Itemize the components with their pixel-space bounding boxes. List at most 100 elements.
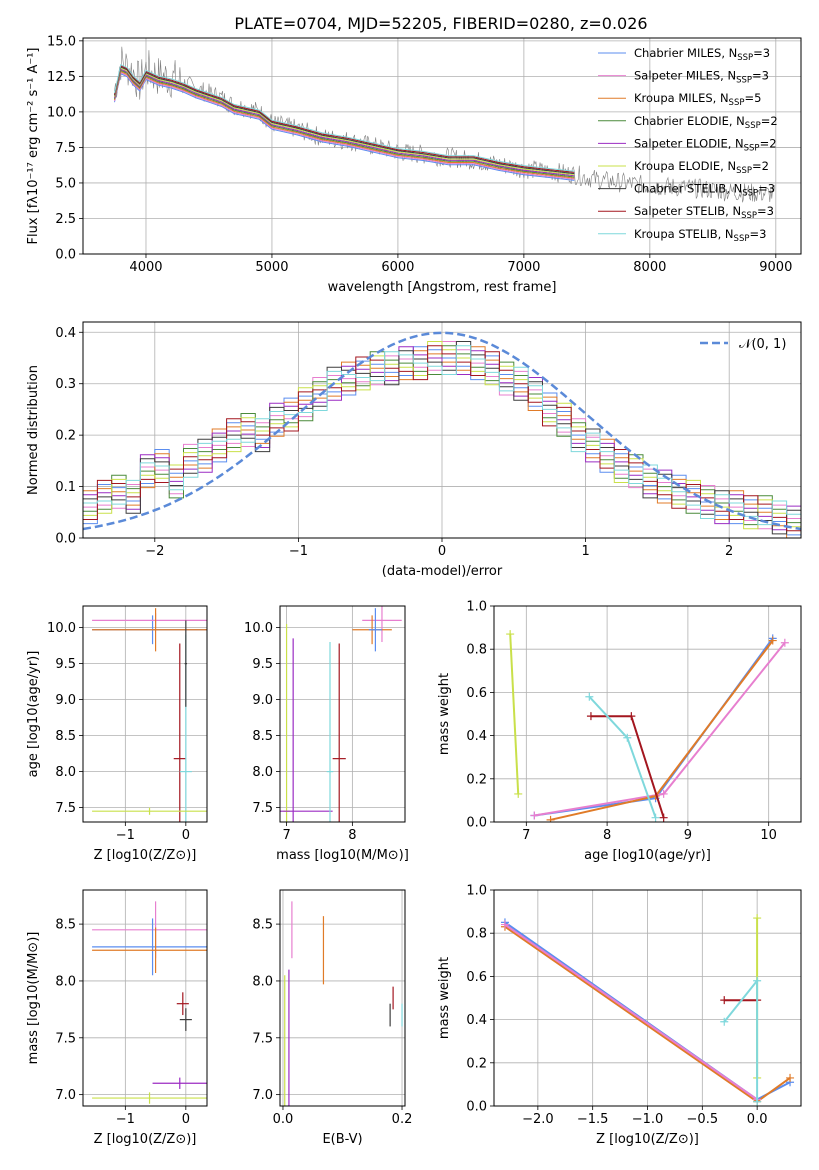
y-tick-label: 0.8 — [466, 927, 487, 942]
x-axis-label: Z [log10(Z/Z⊙)] — [94, 1132, 197, 1147]
y-axis-label: mass weight — [437, 957, 452, 1039]
weight-marker — [546, 815, 555, 822]
plot-area-weight-vs-age — [506, 630, 789, 822]
x-tick-label: 0 — [438, 544, 446, 559]
x-tick-label: −2.0 — [522, 1112, 554, 1127]
y-tick-label: 5.0 — [55, 176, 76, 191]
x-tick-label: −1.0 — [632, 1112, 664, 1127]
y-tick-label: 8.0 — [252, 974, 273, 989]
axes-frame — [279, 605, 406, 823]
x-tick-label: 4000 — [129, 260, 162, 275]
plot-area-residuals — [83, 331, 801, 538]
y-tick-label: 12.5 — [47, 70, 76, 85]
y-tick-label: 7.5 — [252, 801, 273, 816]
weight-marker — [585, 692, 594, 701]
y-axis-label: Normed distribution — [26, 365, 41, 495]
panel-mass-vs-Z: −1 0 7.0 7.5 8.0 8.5 Z [log10(Z/Z⊙)] mass [log1… — [26, 889, 208, 1147]
y-tick-label: 8.5 — [252, 918, 273, 933]
x-axis-label: Z [log10(Z/Z⊙)] — [94, 848, 197, 863]
x-tick-label: 0 — [182, 828, 190, 843]
y-tick-label: 7.0 — [55, 1088, 76, 1103]
panel-spectrum: Chabrier MILES, NSSP=3 Salpeter MILES, NS… — [26, 34, 802, 295]
x-axis-label: age [log10(age/yr)] — [584, 848, 711, 863]
y-tick-label: 0.3 — [55, 377, 76, 392]
plot-area-weight-vs-Z — [500, 914, 795, 1106]
y-tick-label: 9.5 — [55, 657, 76, 672]
weight-line — [504, 923, 758, 1101]
y-tick-label: 8.0 — [55, 974, 76, 989]
y-tick-label: 9.5 — [252, 657, 273, 672]
weight-line — [550, 639, 774, 821]
x-tick-label: 2 — [725, 544, 733, 559]
x-tick-label: 0 — [182, 1112, 190, 1127]
y-tick-label: 8.5 — [55, 729, 76, 744]
weight-marker — [753, 1097, 762, 1106]
y-tick-label: 7.5 — [55, 801, 76, 816]
y-tick-label: 1.0 — [466, 884, 487, 899]
plot-area-age-vs-mass — [280, 606, 402, 822]
weight-marker — [768, 636, 777, 645]
weight-marker — [586, 712, 595, 721]
weight-marker — [514, 789, 523, 798]
y-tick-label: 7.5 — [252, 1031, 273, 1046]
y-tick-label: 0.2 — [55, 429, 76, 444]
model-spectrum-line — [114, 63, 575, 172]
panel-mass-vs-ebv: 0.0 0.2 7.0 7.5 8.0 8.5 E(B-V) — [252, 889, 412, 1147]
y-tick-label: 8.5 — [55, 918, 76, 933]
y-tick-label: 0.4 — [466, 729, 487, 744]
y-tick-label: 1.0 — [466, 600, 487, 615]
y-axis-label: Flux [fλ10⁻¹⁷ erg cm⁻² s⁻¹ A⁻¹] — [26, 48, 41, 245]
y-tick-label: 0.8 — [466, 643, 487, 658]
plot-area-mass-vs-Z — [92, 901, 207, 1104]
x-tick-label: −1 — [116, 828, 135, 843]
y-tick-label: 9.0 — [252, 693, 273, 708]
legend-entry: Kroupa MILES, NSSP=5 — [634, 91, 761, 108]
x-axis-label: E(B-V) — [322, 1132, 362, 1147]
model-spectrum-line — [114, 67, 575, 176]
axes-frame — [493, 605, 802, 823]
weight-marker — [720, 996, 729, 1005]
y-tick-label: 0.4 — [466, 1013, 487, 1028]
y-tick-label: 15.0 — [47, 34, 76, 49]
y-tick-label: 0.0 — [55, 532, 76, 547]
y-tick-label: 7.5 — [55, 141, 76, 156]
y-tick-label: 7.0 — [252, 1088, 273, 1103]
y-tick-label: 0.0 — [466, 816, 487, 831]
x-axis-label: (data-model)/error — [382, 564, 503, 579]
weight-marker — [506, 630, 515, 639]
x-tick-label: 8 — [603, 828, 611, 843]
y-tick-label: 0.6 — [466, 970, 487, 985]
weight-marker — [530, 811, 539, 820]
x-tick-label: 10 — [760, 828, 777, 843]
model-spectrum-line — [114, 73, 575, 181]
y-tick-label: 10.0 — [244, 621, 273, 636]
weight-line — [509, 634, 520, 794]
weight-marker — [659, 813, 668, 822]
weight-marker — [623, 733, 632, 742]
y-tick-label: 0.1 — [55, 480, 76, 495]
legend-entry: 𝒩(0, 1) — [739, 337, 786, 352]
y-tick-label: 0.2 — [466, 772, 487, 787]
legend-entry: Salpeter ELODIE, NSSP=2 — [634, 136, 777, 153]
y-tick-label: 8.0 — [55, 765, 76, 780]
legend-entry: Chabrier MILES, NSSP=3 — [634, 46, 770, 63]
gaussian-curve — [83, 331, 801, 531]
legend-entry: Chabrier STELIB, NSSP=3 — [634, 182, 775, 199]
y-axis-label: mass weight — [437, 673, 452, 755]
x-tick-label: −1 — [289, 544, 308, 559]
x-tick-label: 8 — [348, 828, 356, 843]
axes-frame — [82, 889, 208, 1107]
x-tick-label: 8000 — [633, 260, 666, 275]
model-spectrum-line — [114, 71, 575, 180]
model-spectrum-line — [114, 65, 575, 173]
residual-histogram — [83, 345, 801, 532]
x-axis-label: wavelength [Angstrom, rest frame] — [328, 280, 557, 295]
x-tick-label: 6000 — [381, 260, 414, 275]
y-tick-label: 8.5 — [252, 729, 273, 744]
weight-marker — [627, 712, 636, 721]
x-tick-label: 5000 — [255, 260, 288, 275]
y-tick-label: 10.0 — [47, 621, 76, 636]
legend-entry: Chabrier ELODIE, NSSP=2 — [634, 114, 778, 131]
x-tick-label: −1 — [116, 1112, 135, 1127]
y-tick-label: 0.2 — [466, 1056, 487, 1071]
